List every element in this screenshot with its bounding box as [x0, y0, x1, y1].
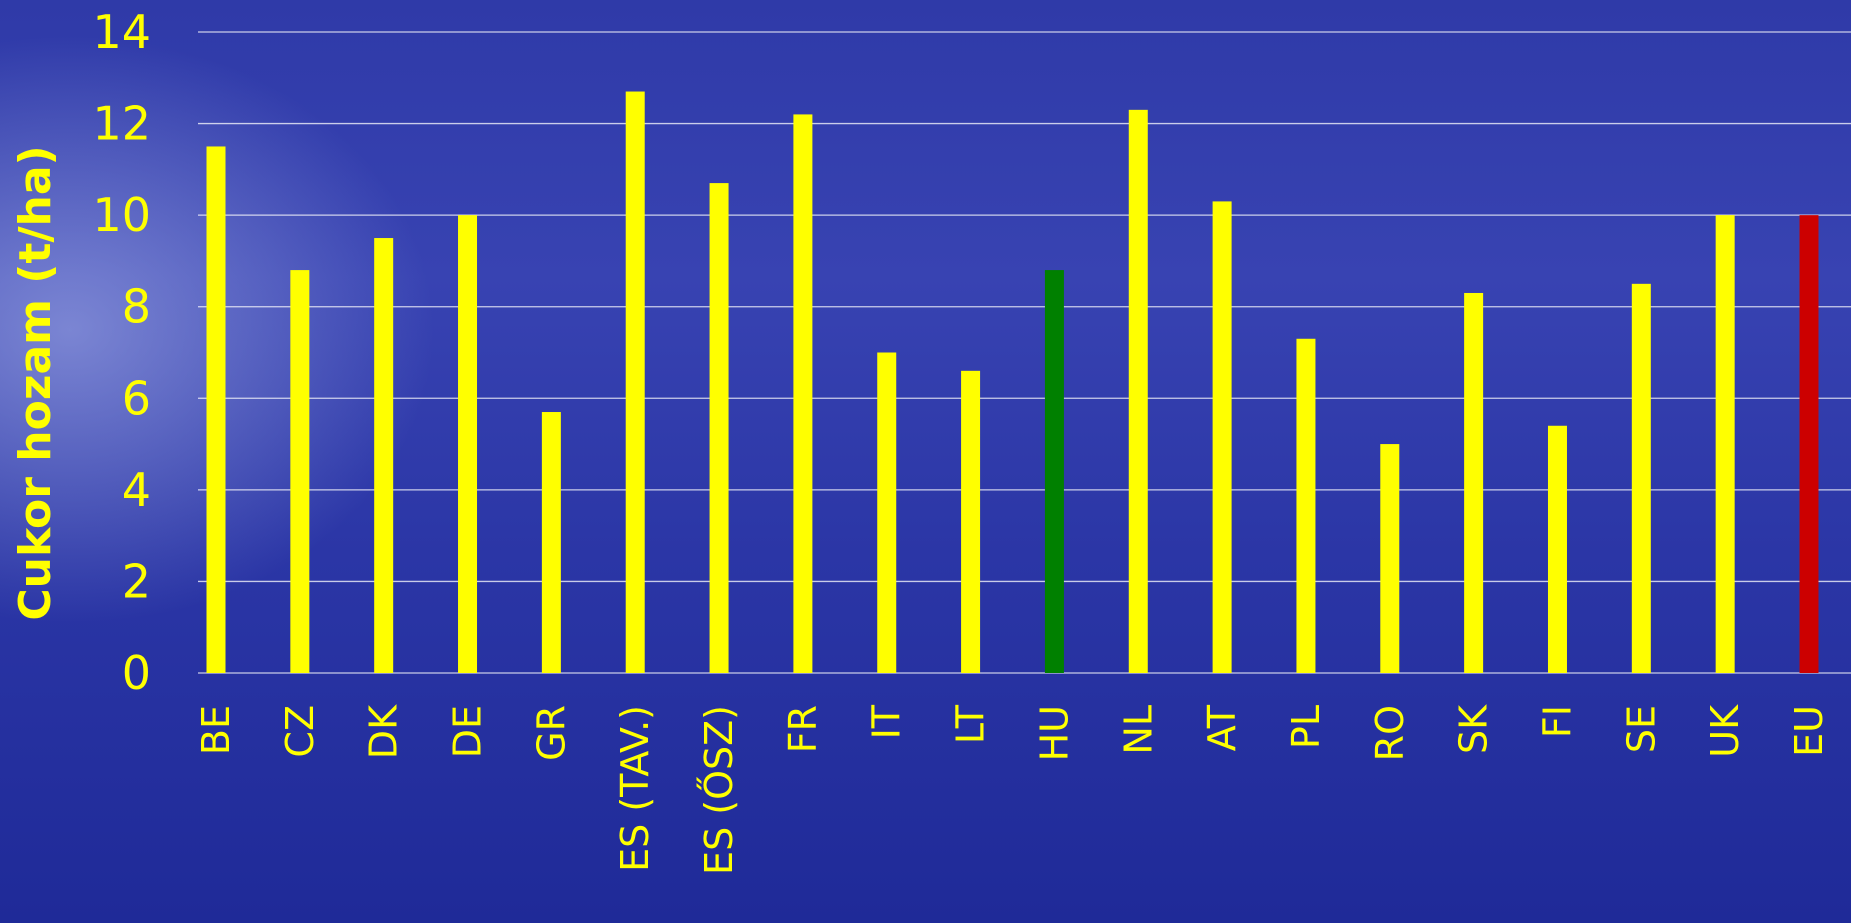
- bars: [206, 91, 1819, 674]
- x-category-label: GR: [529, 705, 573, 761]
- y-axis-ticks: 0 2 4 6 8 10 12 14: [92, 5, 151, 700]
- x-category-label: SK: [1452, 704, 1496, 754]
- x-category-label: BE: [194, 705, 238, 755]
- x-category-label: SE: [1619, 705, 1663, 753]
- gridlines: [198, 31, 1851, 674]
- bar-fi: [1547, 425, 1567, 673]
- bar-nl: [1128, 109, 1148, 674]
- y-tick-label: 10: [92, 188, 151, 242]
- y-tick-label: 0: [122, 646, 151, 700]
- bar-pl: [1296, 338, 1316, 673]
- bar-es-sz: [709, 183, 729, 674]
- bar-hu: [1044, 270, 1064, 673]
- bar-it: [877, 352, 897, 673]
- y-tick-label: 2: [122, 554, 151, 608]
- x-category-label: FR: [781, 705, 825, 753]
- bar-de: [458, 215, 478, 673]
- x-category-label: RO: [1368, 705, 1412, 761]
- bar-es-tav: [625, 91, 645, 674]
- x-category-label: UK: [1703, 704, 1747, 758]
- x-category-label: FI: [1535, 705, 1579, 738]
- y-tick-label: 12: [92, 97, 151, 151]
- bar-dk: [374, 238, 394, 674]
- x-category-label: DK: [362, 704, 406, 759]
- x-category-label: LT: [949, 704, 993, 744]
- bar-eu: [1799, 215, 1819, 673]
- y-tick-label: 4: [122, 463, 151, 517]
- y-axis-label: Cukor hozam (t/ha): [10, 145, 61, 620]
- bar-at: [1212, 201, 1232, 673]
- bar-fr: [793, 114, 813, 673]
- x-category-label: NL: [1116, 705, 1160, 755]
- x-category-label: ES (TAV.): [613, 705, 657, 872]
- bar-se: [1631, 283, 1651, 673]
- x-category-label: HU: [1032, 705, 1076, 761]
- x-category-label: IT: [865, 704, 909, 739]
- x-category-label: AT: [1200, 704, 1244, 751]
- bar-cz: [290, 270, 310, 673]
- x-category-label: DE: [446, 705, 490, 758]
- x-category-label: ES (ŐSZ): [697, 705, 741, 875]
- x-category-label: CZ: [278, 705, 322, 758]
- x-axis-categories: BE CZ DK DE GR ES (TAV.) ES (ŐSZ) FR IT LT HU NL AT P…: [194, 704, 1831, 875]
- y-tick-label: 6: [122, 371, 151, 425]
- y-tick-label: 14: [92, 5, 151, 59]
- x-category-label: PL: [1284, 705, 1328, 749]
- x-category-label: EU: [1787, 705, 1831, 757]
- y-tick-label: 8: [122, 280, 151, 334]
- bar-uk: [1715, 215, 1735, 673]
- bar-lt: [961, 370, 981, 673]
- bar-sk: [1464, 292, 1484, 673]
- bar-gr: [541, 412, 561, 673]
- bar-be: [206, 146, 226, 673]
- bar-ro: [1380, 444, 1400, 673]
